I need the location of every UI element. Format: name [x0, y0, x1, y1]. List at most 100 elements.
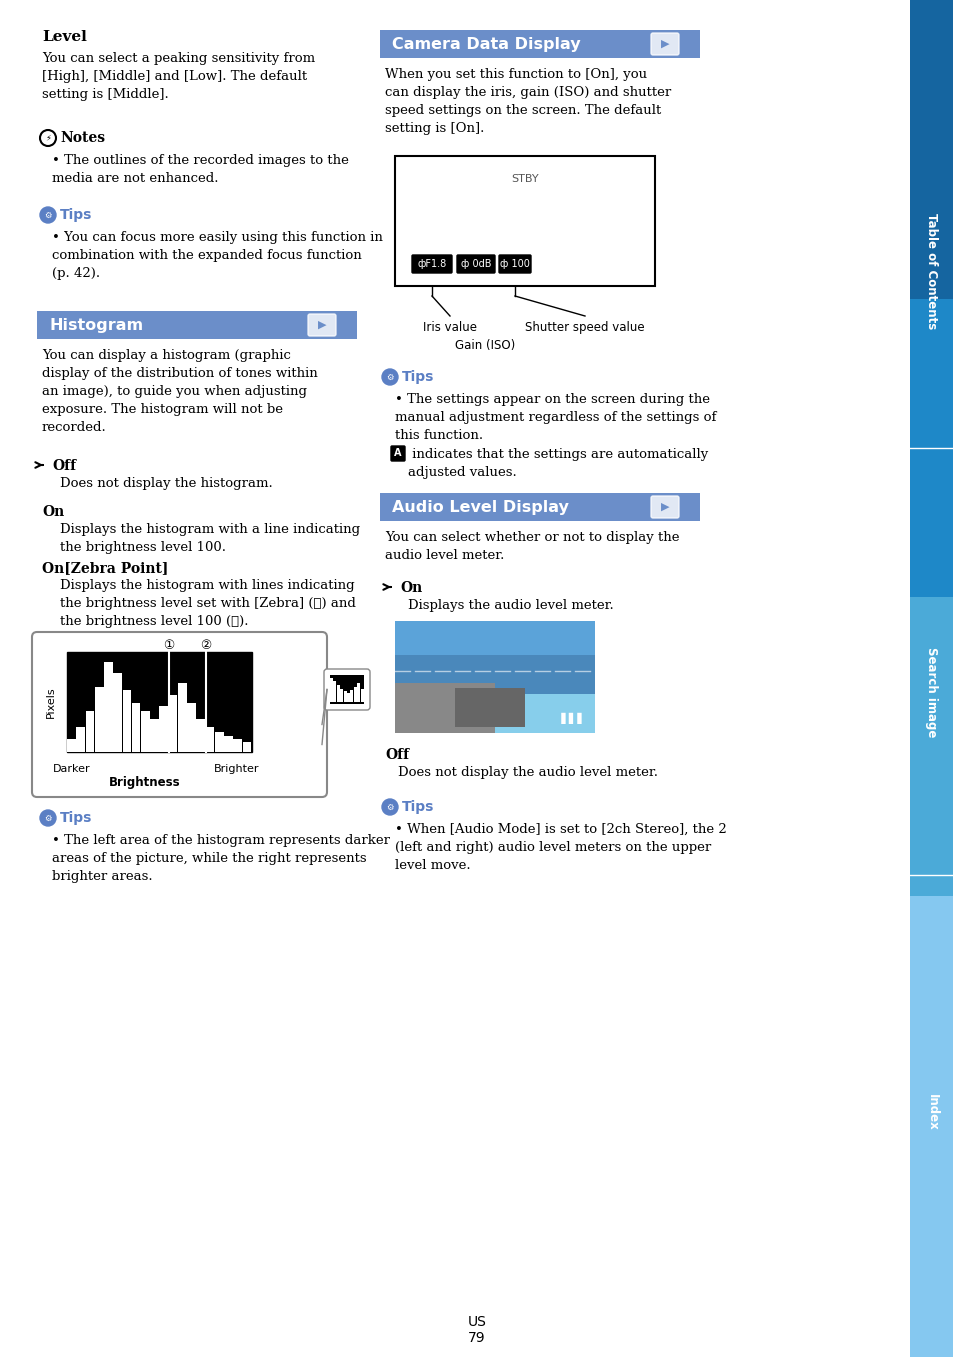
- Bar: [76, 727, 85, 752]
- Text: ▶: ▶: [660, 502, 669, 512]
- Circle shape: [40, 208, 56, 223]
- Text: When you set this function to [On], you
can display the iris, gain (ISO) and shu: When you set this function to [On], you …: [385, 68, 671, 134]
- Bar: [94, 687, 103, 752]
- Text: Notes: Notes: [60, 132, 105, 145]
- Bar: [395, 622, 595, 677]
- Bar: [113, 673, 122, 752]
- Bar: [224, 735, 233, 752]
- Bar: [333, 681, 336, 702]
- Text: • The outlines of the recorded images to the
media are not enhanced.: • The outlines of the recorded images to…: [52, 153, 349, 185]
- Bar: [395, 654, 595, 693]
- Text: indicates that the settings are automatically
adjusted values.: indicates that the settings are automati…: [408, 448, 707, 479]
- Bar: [104, 662, 112, 752]
- Text: Tips: Tips: [401, 801, 434, 814]
- Text: Audio Level Display: Audio Level Display: [392, 499, 568, 514]
- Text: ф 0dB: ф 0dB: [460, 259, 491, 269]
- FancyBboxPatch shape: [324, 669, 370, 710]
- Text: STBY: STBY: [511, 174, 538, 185]
- FancyBboxPatch shape: [37, 311, 356, 339]
- Text: ⚙: ⚙: [44, 813, 51, 822]
- Text: ⚙: ⚙: [386, 802, 394, 811]
- Text: ⚡: ⚡: [45, 133, 51, 142]
- Bar: [354, 687, 356, 702]
- Text: Search image: Search image: [924, 647, 938, 737]
- FancyBboxPatch shape: [650, 33, 679, 56]
- Bar: [67, 740, 75, 752]
- Bar: [150, 719, 159, 752]
- Bar: [169, 695, 177, 752]
- Bar: [178, 684, 187, 752]
- Text: On: On: [42, 505, 64, 518]
- FancyBboxPatch shape: [32, 632, 327, 797]
- Circle shape: [40, 810, 56, 826]
- FancyBboxPatch shape: [650, 497, 679, 518]
- FancyBboxPatch shape: [308, 313, 335, 337]
- Text: Level: Level: [42, 30, 87, 43]
- Bar: [86, 711, 94, 752]
- Text: ⚙: ⚙: [44, 210, 51, 220]
- Text: A: A: [394, 448, 401, 459]
- Text: Table of Contents: Table of Contents: [924, 213, 938, 330]
- FancyBboxPatch shape: [456, 255, 495, 273]
- Bar: [242, 742, 252, 752]
- Text: Tips: Tips: [401, 370, 434, 384]
- Bar: [909, 896, 953, 1357]
- Text: Off: Off: [52, 459, 76, 474]
- Bar: [356, 684, 360, 702]
- Bar: [214, 733, 224, 752]
- Text: US
79: US 79: [467, 1315, 486, 1345]
- Bar: [330, 677, 333, 702]
- Text: ①: ①: [163, 639, 174, 651]
- Bar: [336, 685, 339, 702]
- Text: You can select a peaking sensitivity from
[High], [Middle] and [Low]. The defaul: You can select a peaking sensitivity fro…: [42, 52, 314, 100]
- Text: Camera Data Display: Camera Data Display: [392, 37, 580, 52]
- Text: Index: Index: [924, 1094, 938, 1132]
- Bar: [206, 727, 214, 752]
- Text: ⚙: ⚙: [386, 373, 394, 381]
- Text: ▐▐▐: ▐▐▐: [557, 712, 582, 723]
- Bar: [395, 622, 595, 733]
- FancyBboxPatch shape: [379, 30, 700, 58]
- Text: Iris value: Iris value: [422, 322, 476, 334]
- Text: ф 100: ф 100: [499, 259, 529, 269]
- Text: Does not display the audio level meter.: Does not display the audio level meter.: [397, 765, 658, 779]
- Text: You can display a histogram (graphic
display of the distribution of tones within: You can display a histogram (graphic dis…: [42, 349, 317, 434]
- Text: ▶: ▶: [317, 320, 326, 330]
- Bar: [455, 688, 524, 727]
- Bar: [187, 703, 195, 752]
- Text: ▶: ▶: [660, 39, 669, 49]
- Circle shape: [381, 369, 397, 385]
- Text: Displays the audio level meter.: Displays the audio level meter.: [408, 598, 613, 612]
- Text: • You can focus more easily using this function in
combination with the expanded: • You can focus more easily using this f…: [52, 231, 382, 280]
- Bar: [196, 719, 205, 752]
- Text: Displays the histogram with lines indicating
the brightness level set with [Zebr: Displays the histogram with lines indica…: [60, 579, 355, 628]
- Bar: [395, 156, 655, 286]
- Bar: [395, 683, 495, 733]
- Bar: [233, 740, 242, 752]
- Circle shape: [381, 799, 397, 816]
- Text: Darker: Darker: [53, 764, 91, 773]
- Bar: [159, 706, 168, 752]
- Bar: [350, 689, 354, 702]
- Text: Pixels: Pixels: [46, 687, 56, 718]
- Bar: [340, 689, 343, 702]
- Text: Brightness: Brightness: [109, 776, 180, 788]
- Text: On[Zebra Point]: On[Zebra Point]: [42, 560, 168, 575]
- Text: Tips: Tips: [60, 208, 92, 223]
- Bar: [909, 0, 953, 299]
- Bar: [360, 689, 363, 702]
- Text: Brighter: Brighter: [214, 764, 259, 773]
- FancyBboxPatch shape: [412, 255, 452, 273]
- FancyBboxPatch shape: [379, 493, 700, 521]
- Bar: [909, 299, 953, 597]
- Text: ②: ②: [200, 639, 212, 651]
- Text: • The left area of the histogram represents darker
areas of the picture, while t: • The left area of the histogram represe…: [52, 835, 390, 883]
- Text: Gain (ISO): Gain (ISO): [455, 339, 515, 351]
- Text: • The settings appear on the screen during the
manual adjustment regardless of t: • The settings appear on the screen duri…: [395, 394, 716, 442]
- Bar: [343, 691, 346, 702]
- Bar: [141, 711, 150, 752]
- Text: фF1.8: фF1.8: [416, 259, 446, 269]
- Text: Does not display the histogram.: Does not display the histogram.: [60, 478, 273, 490]
- Bar: [122, 689, 132, 752]
- Bar: [909, 597, 953, 896]
